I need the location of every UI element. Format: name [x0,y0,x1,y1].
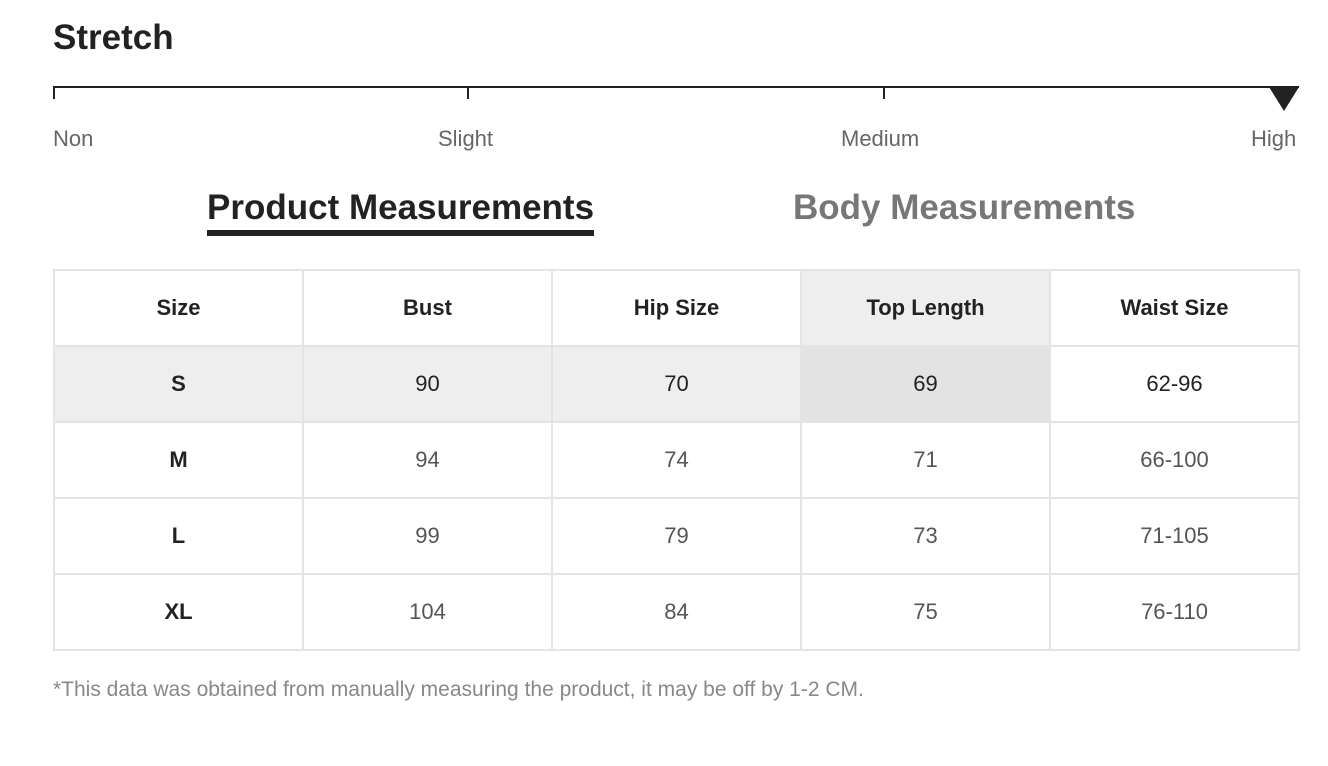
cell-waist: 71-105 [1049,497,1300,575]
cell-bust: 90 [302,345,553,423]
table-row[interactable]: S 90 70 69 62-96 [53,345,1300,423]
cell-bust: 104 [302,573,553,651]
stretch-label-medium: Medium [841,126,920,151]
tab-product-measurements[interactable]: Product Measurements [207,188,595,236]
cell-size: M [53,421,304,499]
size-table: Size Bust Hip Size Top Length Waist Size… [53,269,1300,651]
table-row[interactable]: L 99 79 73 71-105 [53,497,1300,575]
header-top-length: Top Length [800,269,1051,347]
tick-slight [467,86,469,99]
cell-top-length: 75 [800,573,1051,651]
table-row[interactable]: XL 104 84 75 76-110 [53,573,1300,651]
header-waist: Waist Size [1049,269,1300,347]
cell-size: L [53,497,304,575]
cell-waist: 66-100 [1049,421,1300,499]
header-hip: Hip Size [551,269,802,347]
tick-medium [883,86,885,99]
cell-top-length: 69 [800,345,1051,423]
stretch-title: Stretch [53,18,174,57]
tick-non [53,86,55,99]
cell-top-length: 73 [800,497,1051,575]
stretch-label-high: High [1251,126,1297,151]
cell-size: S [53,345,304,423]
stretch-marker-icon [1269,87,1299,111]
cell-hip: 74 [551,421,802,499]
header-bust: Bust [302,269,553,347]
stretch-label-slight: Slight [438,126,494,151]
table-row[interactable]: M 94 74 71 66-100 [53,421,1300,499]
header-size: Size [53,269,304,347]
tab-body-measurements[interactable]: Body Measurements [793,188,1136,227]
cell-size: XL [53,573,304,651]
stretch-label-non: Non [53,126,94,151]
cell-hip: 70 [551,345,802,423]
stretch-scale [53,86,1299,111]
cell-bust: 99 [302,497,553,575]
cell-hip: 79 [551,497,802,575]
measurement-note: *This data was obtained from manually me… [53,678,864,701]
cell-waist: 76-110 [1049,573,1300,651]
cell-waist: 62-96 [1049,345,1300,423]
table-header-row: Size Bust Hip Size Top Length Waist Size [53,269,1300,347]
cell-top-length: 71 [800,421,1051,499]
cell-hip: 84 [551,573,802,651]
cell-bust: 94 [302,421,553,499]
